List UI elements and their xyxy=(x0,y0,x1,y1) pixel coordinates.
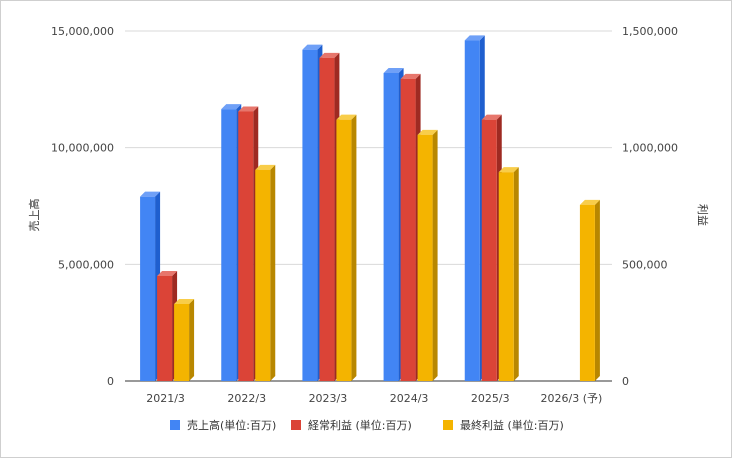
left-axis-ticks: 0 5,000,000 10,000,000 15,000,000 xyxy=(51,25,114,388)
gridlines xyxy=(125,30,612,382)
bar xyxy=(481,119,497,382)
bar-top xyxy=(400,73,421,79)
right-axis-title: 利益 xyxy=(696,204,710,226)
bar xyxy=(464,40,480,381)
bar-top xyxy=(255,164,276,170)
bar xyxy=(336,119,352,382)
bar-side xyxy=(513,167,519,381)
bar-top xyxy=(319,52,340,58)
legend-label: 経常利益 (単位:百万) xyxy=(308,418,412,432)
bar-top xyxy=(481,114,502,120)
bar xyxy=(140,196,156,381)
bar-side xyxy=(189,299,195,381)
bar-top xyxy=(383,68,404,73)
bar xyxy=(302,49,318,382)
right-tick-label: 0 xyxy=(622,375,629,388)
bar-top xyxy=(464,35,485,41)
x-tick-label: 2023/3 xyxy=(309,392,348,405)
legend: 売上高(単位:百万) 経常利益 (単位:百万) 最終利益 (単位:百万) xyxy=(170,418,564,432)
bar xyxy=(319,57,335,381)
bar-side xyxy=(432,129,438,381)
right-tick-label: 500,000 xyxy=(622,258,668,271)
bar-top xyxy=(302,44,323,50)
bar xyxy=(417,134,433,381)
bar xyxy=(255,169,271,381)
right-axis-ticks: 0 500,000 1,000,000 1,500,000 xyxy=(622,25,678,388)
bar-side xyxy=(351,114,357,382)
bar xyxy=(579,204,595,381)
x-tick-label: 2022/3 xyxy=(227,392,266,405)
x-tick-label: 2021/3 xyxy=(146,392,185,405)
bar-top xyxy=(238,106,259,112)
bar xyxy=(157,276,173,381)
right-tick-label: 1,500,000 xyxy=(622,25,678,38)
bar-side xyxy=(594,199,600,381)
bar-top xyxy=(498,167,519,173)
legend-label: 売上高(単位:百万) xyxy=(187,418,276,432)
bar xyxy=(498,172,514,381)
legend-label: 最終利益 (単位:百万) xyxy=(460,418,564,432)
x-axis-ticks: 2021/3 2022/3 2023/3 2024/3 2025/3 2026/3 (予) xyxy=(146,392,602,405)
left-tick-label: 5,000,000 xyxy=(58,258,114,271)
x-tick-label: 2026/3 (予) xyxy=(541,392,603,405)
left-tick-label: 15,000,000 xyxy=(51,25,114,38)
legend-swatch xyxy=(170,420,180,430)
left-tick-label: 10,000,000 xyxy=(51,142,114,155)
legend-swatch xyxy=(443,420,453,430)
bar-top xyxy=(336,114,357,120)
bar xyxy=(400,78,416,381)
right-tick-label: 1,000,000 xyxy=(622,142,678,155)
bars xyxy=(140,35,600,382)
left-tick-label: 0 xyxy=(107,375,114,388)
bar xyxy=(174,304,190,381)
bar-top xyxy=(174,299,195,304)
bar-top xyxy=(417,129,438,135)
bar-top xyxy=(140,191,161,197)
bar xyxy=(238,111,254,381)
bar-top xyxy=(157,271,178,276)
bar xyxy=(221,109,237,382)
x-tick-label: 2024/3 xyxy=(390,392,429,405)
x-tick-label: 2025/3 xyxy=(471,392,510,405)
legend-swatch xyxy=(291,420,301,430)
bar-top xyxy=(221,104,242,110)
bar-top xyxy=(579,199,600,205)
left-axis-title: 売上高 xyxy=(27,199,41,232)
bar xyxy=(383,73,399,381)
bar-side xyxy=(270,164,276,381)
